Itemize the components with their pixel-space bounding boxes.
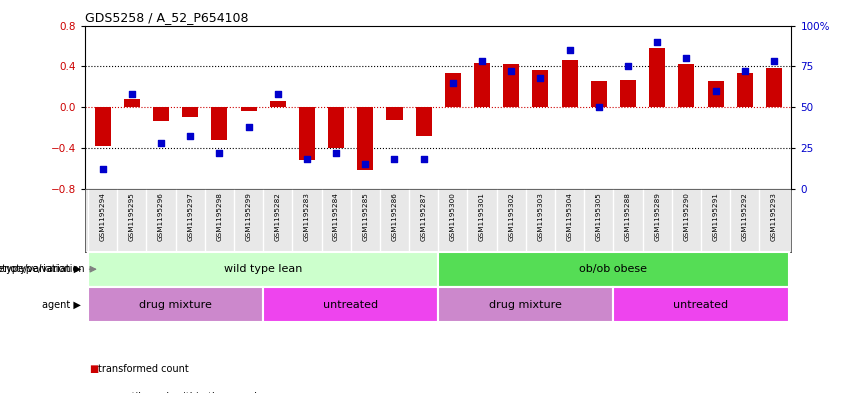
- Point: [125, 91, 139, 97]
- Text: GSM1195292: GSM1195292: [742, 192, 748, 241]
- Bar: [241, 107, 256, 111]
- Text: GDS5258 / A_52_P654108: GDS5258 / A_52_P654108: [85, 11, 248, 24]
- Bar: [94, 107, 111, 146]
- Bar: [211, 107, 227, 140]
- Text: genotype/variation ▶: genotype/variation ▶: [0, 264, 81, 274]
- Point: [446, 79, 460, 86]
- Bar: [620, 79, 636, 107]
- Text: GSM1195285: GSM1195285: [363, 192, 368, 241]
- Text: transformed count: transformed count: [98, 364, 189, 375]
- Text: GSM1195291: GSM1195291: [712, 192, 718, 241]
- Bar: [357, 107, 374, 170]
- Text: GSM1195293: GSM1195293: [771, 192, 777, 241]
- Point: [329, 150, 343, 156]
- Text: GSM1195303: GSM1195303: [538, 192, 544, 241]
- Text: GSM1195299: GSM1195299: [246, 192, 252, 241]
- Point: [680, 55, 694, 61]
- Text: GSM1195282: GSM1195282: [275, 192, 281, 241]
- Bar: [562, 60, 578, 107]
- Text: GSM1195283: GSM1195283: [304, 192, 310, 241]
- Text: GSM1195286: GSM1195286: [391, 192, 397, 241]
- Text: GSM1195302: GSM1195302: [508, 192, 514, 241]
- Text: GSM1195288: GSM1195288: [625, 192, 631, 241]
- Point: [534, 75, 547, 81]
- Bar: [153, 107, 169, 121]
- Point: [592, 104, 606, 110]
- Bar: [438, 287, 614, 322]
- Text: drug mixture: drug mixture: [140, 299, 212, 310]
- Point: [621, 63, 635, 70]
- Bar: [88, 287, 263, 322]
- Point: [242, 123, 255, 130]
- Bar: [591, 81, 607, 107]
- Text: ob/ob obese: ob/ob obese: [580, 264, 648, 274]
- Point: [767, 58, 780, 64]
- Text: GSM1195298: GSM1195298: [216, 192, 222, 241]
- Text: GSM1195289: GSM1195289: [654, 192, 660, 241]
- Point: [388, 156, 402, 162]
- Point: [709, 88, 722, 94]
- Text: genotype/variation: genotype/variation: [0, 264, 85, 274]
- Text: GSM1195300: GSM1195300: [450, 192, 456, 241]
- Bar: [123, 99, 140, 107]
- Text: agent ▶: agent ▶: [42, 299, 81, 310]
- Bar: [678, 64, 694, 107]
- Point: [738, 68, 751, 74]
- Point: [417, 156, 431, 162]
- Bar: [614, 287, 789, 322]
- Bar: [649, 48, 665, 107]
- Point: [475, 58, 488, 64]
- Bar: [503, 64, 519, 107]
- Text: GSM1195297: GSM1195297: [187, 192, 193, 241]
- Text: wild type lean: wild type lean: [224, 264, 302, 274]
- Text: ■: ■: [89, 364, 99, 375]
- Text: untreated: untreated: [323, 299, 378, 310]
- Point: [183, 133, 197, 140]
- Text: drug mixture: drug mixture: [489, 299, 563, 310]
- Point: [300, 156, 314, 162]
- Bar: [533, 70, 548, 107]
- Bar: [386, 107, 403, 120]
- Text: percentile rank within the sample: percentile rank within the sample: [98, 392, 263, 393]
- Bar: [182, 107, 198, 117]
- Text: GSM1195296: GSM1195296: [158, 192, 164, 241]
- Text: GSM1195295: GSM1195295: [129, 192, 134, 241]
- Bar: [445, 73, 461, 107]
- Bar: [270, 101, 286, 107]
- Bar: [88, 252, 438, 287]
- Point: [96, 166, 110, 172]
- Bar: [299, 107, 315, 160]
- Bar: [707, 81, 723, 107]
- Bar: [438, 252, 789, 287]
- Bar: [474, 63, 490, 107]
- Point: [563, 47, 576, 53]
- Text: GSM1195284: GSM1195284: [333, 192, 339, 241]
- Point: [213, 150, 226, 156]
- Text: GSM1195290: GSM1195290: [683, 192, 689, 241]
- Bar: [766, 68, 782, 107]
- Bar: [737, 73, 753, 107]
- Text: GSM1195301: GSM1195301: [479, 192, 485, 241]
- Text: GSM1195304: GSM1195304: [567, 192, 573, 241]
- Text: ■: ■: [89, 392, 99, 393]
- Text: GSM1195305: GSM1195305: [596, 192, 602, 241]
- Point: [505, 68, 518, 74]
- Bar: [263, 287, 438, 322]
- Point: [154, 140, 168, 146]
- Point: [650, 39, 664, 45]
- Text: GSM1195294: GSM1195294: [100, 192, 106, 241]
- Bar: [328, 107, 344, 148]
- Bar: [415, 107, 431, 136]
- Text: untreated: untreated: [673, 299, 728, 310]
- Point: [271, 91, 284, 97]
- Text: GSM1195287: GSM1195287: [420, 192, 426, 241]
- Point: [358, 161, 372, 167]
